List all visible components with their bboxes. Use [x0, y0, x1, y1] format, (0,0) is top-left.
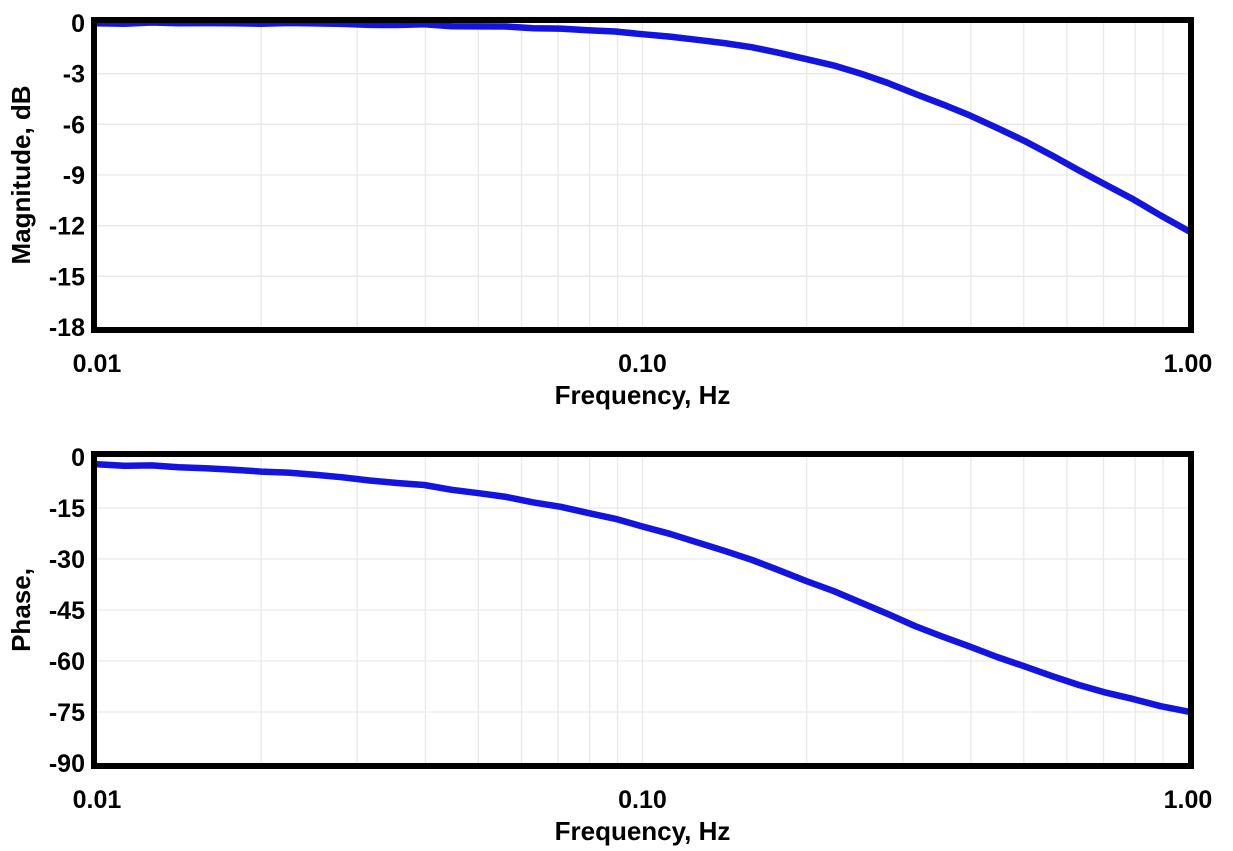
x-tick-label: 1.00: [1164, 350, 1213, 378]
y-tick-label: -12: [49, 213, 85, 241]
x-tick-label: 0.10: [618, 786, 667, 814]
x-tick-label: 0.01: [73, 350, 122, 378]
y-tick-label: -45: [49, 597, 85, 625]
x-tick-label: 0.01: [73, 786, 122, 814]
y-tick-label: -6: [63, 111, 85, 139]
y-tick-label: -60: [49, 648, 85, 676]
y-tick-label: 0: [71, 444, 85, 472]
y-axis-title: Phase,: [6, 568, 36, 652]
y-tick-label: -9: [63, 162, 85, 190]
magnitude-curve: [93, 19, 1192, 234]
y-tick-label: -90: [49, 750, 85, 778]
y-axis-title: Magnitude, dB: [6, 85, 36, 264]
y-tick-label: -75: [49, 699, 85, 727]
y-tick-label: -15: [49, 495, 85, 523]
y-tick-label: -30: [49, 546, 85, 574]
y-tick-label: -15: [49, 263, 85, 291]
x-axis-title: Frequency, Hz: [555, 816, 731, 846]
x-axis-title: Frequency, Hz: [555, 380, 731, 410]
x-tick-label: 1.00: [1164, 786, 1213, 814]
plot-border: [91, 451, 1194, 769]
plot-border: [91, 17, 1194, 333]
y-tick-label: -3: [63, 61, 85, 89]
y-tick-label: 0: [71, 10, 85, 38]
x-tick-label: 0.10: [618, 350, 667, 378]
y-tick-label: -18: [49, 314, 85, 342]
phase-curve: [93, 460, 1192, 715]
